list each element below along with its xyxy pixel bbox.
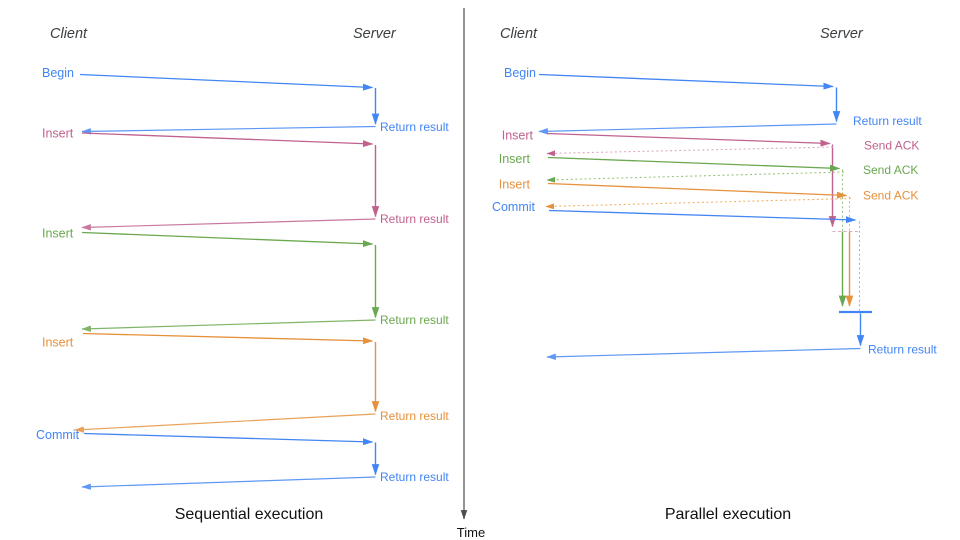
request-arrow — [546, 132, 831, 147]
ack-arrow-dotted — [545, 197, 852, 210]
parallel-step-insert-3: Insert Send ACK — [499, 178, 918, 307]
request-arrow — [82, 332, 374, 345]
request-label: Begin — [504, 66, 536, 80]
response-arrow — [538, 123, 837, 135]
response-label: Return result — [868, 343, 937, 357]
request-label: Commit — [36, 428, 80, 442]
sequential-client-header: Client — [50, 26, 88, 42]
parallel-step-begin: Begin Return result — [504, 66, 922, 135]
time-axis-label: Time — [457, 525, 485, 540]
sequential-step-insert-2: Insert Return result — [42, 227, 449, 332]
request-arrow — [538, 73, 834, 90]
request-label: Insert — [42, 127, 74, 141]
response-arrow — [546, 347, 861, 360]
response-label: Return result — [380, 470, 449, 484]
response-arrow — [81, 218, 376, 231]
parallel-diagram: Client Server Begin Return result Insert… — [492, 26, 937, 523]
parallel-step-insert-2: Insert Send ACK — [499, 152, 918, 307]
request-label: Insert — [499, 152, 531, 166]
parallel-server-header: Server — [820, 26, 864, 42]
sequential-step-commit: Commit Return result — [36, 428, 449, 490]
request-arrow — [547, 182, 848, 199]
parallel-step-insert-1: Insert Send ACK — [502, 129, 919, 233]
sequential-step-begin: Begin Return result — [42, 66, 449, 135]
sequential-step-insert-1: Insert Return result — [42, 127, 449, 231]
response-label: Send ACK — [863, 189, 918, 203]
response-label: Return result — [380, 120, 449, 134]
sequential-caption: Sequential execution — [175, 506, 324, 523]
sequential-server-header: Server — [353, 26, 397, 42]
response-label: Return result — [380, 313, 449, 327]
request-label: Begin — [42, 66, 74, 80]
parallel-caption: Parallel execution — [665, 506, 791, 523]
response-arrow — [81, 319, 376, 332]
request-arrow — [81, 132, 374, 148]
sequential-diagram: Client Server Begin Return result Insert… — [36, 26, 449, 523]
response-label: Send ACK — [863, 163, 918, 177]
request-label: Insert — [42, 336, 74, 350]
response-arrow — [74, 413, 376, 433]
request-label: Insert — [499, 178, 531, 192]
response-arrow — [81, 125, 376, 135]
ack-arrow-dotted — [546, 171, 845, 183]
request-label: Commit — [492, 200, 536, 214]
parallel-step-commit: Commit Return result — [492, 200, 937, 360]
ack-arrow-dotted — [546, 146, 834, 157]
request-label: Insert — [502, 129, 534, 143]
request-label: Insert — [42, 227, 74, 241]
request-arrow — [547, 156, 841, 172]
response-label: Return result — [853, 114, 922, 128]
request-arrow — [83, 432, 374, 446]
request-arrow — [548, 209, 857, 224]
response-arrow — [81, 476, 376, 490]
response-label: Return result — [380, 409, 449, 423]
parallel-client-header: Client — [500, 26, 538, 42]
sequential-step-insert-3: Insert Return result — [42, 332, 449, 433]
response-label: Send ACK — [864, 139, 919, 153]
request-arrow — [81, 231, 374, 248]
time-axis: Time — [457, 8, 485, 540]
request-arrow — [79, 73, 374, 91]
response-label: Return result — [380, 212, 449, 226]
